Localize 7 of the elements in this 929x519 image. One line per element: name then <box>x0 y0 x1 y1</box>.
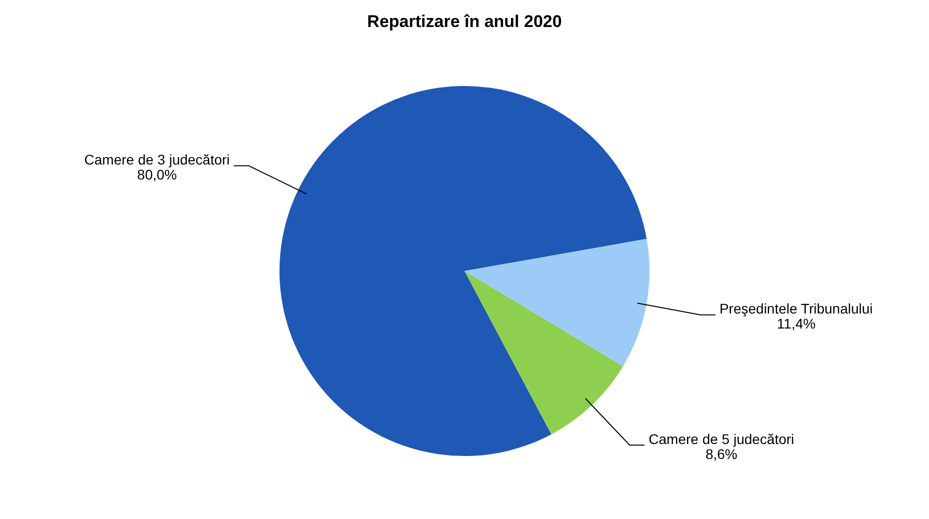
slice-label: Camere de 3 judecători <box>84 152 230 168</box>
slice-label: Preşedintele Tribunalului <box>719 300 873 317</box>
chart-title: Repartizare în anul 2020 <box>366 12 563 33</box>
data-label: 8,6% <box>705 446 738 462</box>
slice-label: Camere de 5 judecători <box>648 431 794 448</box>
data-label: 11,4% <box>776 316 816 332</box>
data-label: 80,0% <box>137 166 177 183</box>
